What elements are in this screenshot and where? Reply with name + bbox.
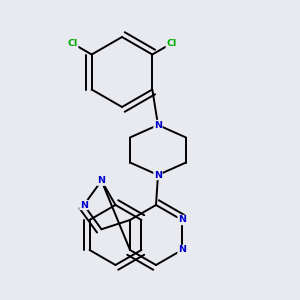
- Text: N: N: [154, 170, 162, 179]
- Text: N: N: [178, 245, 186, 254]
- Text: N: N: [178, 215, 186, 224]
- Text: N: N: [154, 121, 162, 130]
- Text: Cl: Cl: [166, 39, 176, 48]
- Text: N: N: [98, 176, 106, 185]
- Text: Cl: Cl: [68, 39, 78, 48]
- Text: N: N: [80, 200, 88, 209]
